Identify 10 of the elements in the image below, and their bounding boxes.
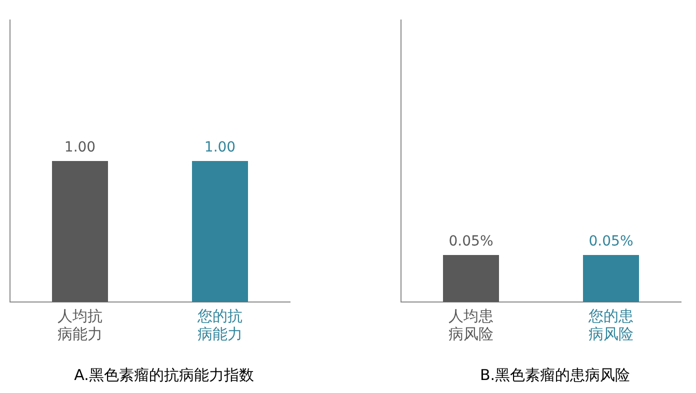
x-tick-label: 您的抗病能力	[196, 306, 242, 343]
x-tick-label: 人均患病风险	[448, 306, 494, 343]
data-label: 0.05%	[588, 234, 634, 250]
x-tick-label: 人均抗病能力	[58, 306, 102, 343]
text: A.黑色素瘤的抗病能力指数	[73, 366, 255, 385]
x-tick-label: 您的患病风险	[588, 306, 634, 343]
data-label: 0.05%	[448, 234, 494, 250]
text: B.黑色素瘤的患病风险	[478, 366, 632, 385]
data-label: 1.00	[64, 140, 96, 156]
data-label: 1.00	[204, 140, 236, 156]
